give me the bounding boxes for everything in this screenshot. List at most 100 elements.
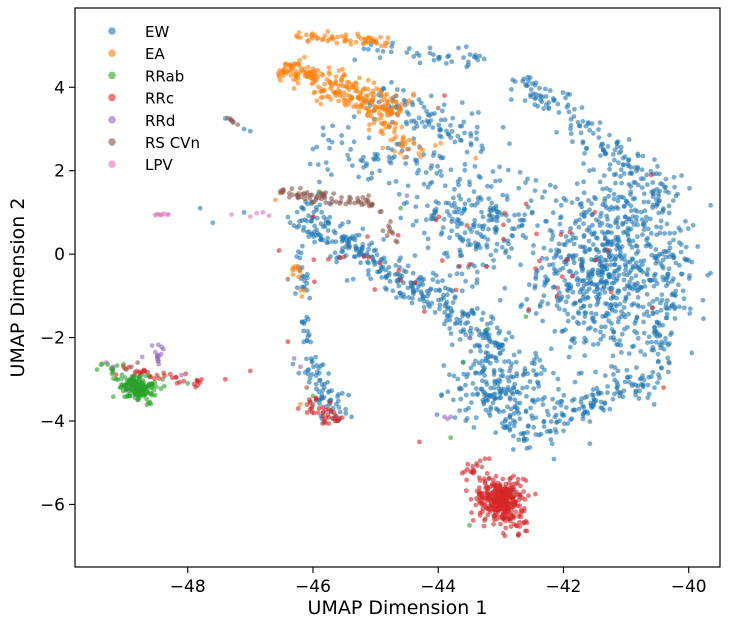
data-point-ew: [336, 405, 342, 410]
data-point-ew: [499, 368, 505, 374]
data-point-ew: [444, 128, 449, 134]
data-point-ea: [340, 66, 345, 72]
data-point-ew: [581, 179, 587, 185]
data-point-ea: [288, 72, 294, 78]
data-point-ew: [478, 175, 483, 181]
data-point-ea: [283, 71, 289, 76]
data-point-ew: [610, 152, 616, 157]
data-point-ew: [565, 288, 571, 294]
data-point-ew: [629, 245, 635, 250]
data-point-ea: [342, 39, 347, 45]
data-point-ew: [602, 324, 608, 330]
data-point-rrc: [372, 287, 378, 292]
data-point-rrc: [412, 280, 418, 285]
data-point-ew: [594, 283, 599, 289]
data-point-ew: [582, 310, 588, 316]
data-point-ew: [609, 286, 615, 291]
data-point-ew: [468, 349, 474, 354]
data-point-ew: [521, 430, 527, 436]
data-point-ew: [389, 155, 395, 161]
data-point-rrc: [183, 371, 189, 377]
data-point-ew: [510, 385, 516, 391]
data-point-ew: [434, 412, 440, 418]
data-point-ea: [296, 274, 301, 280]
data-point-ew: [580, 259, 585, 264]
data-point-ew: [620, 162, 626, 168]
data-point-rrc: [564, 257, 569, 262]
data-point-ew: [496, 330, 502, 336]
data-point-ew: [566, 281, 572, 287]
data-point-ew: [442, 321, 447, 327]
data-point-rrc: [313, 397, 319, 403]
data-point-ew: [498, 350, 503, 356]
data-point-ew: [491, 369, 497, 375]
data-point-ew: [620, 155, 626, 161]
data-point-ew: [481, 401, 487, 407]
data-point-ew: [312, 239, 317, 245]
data-point-ew: [459, 271, 465, 277]
data-point-ew: [640, 153, 646, 159]
data-point-ew: [619, 350, 624, 355]
data-point-ea: [353, 80, 359, 85]
data-point-ew: [671, 276, 676, 282]
data-point-ew: [562, 242, 568, 248]
data-point-rrc: [479, 502, 485, 507]
data-point-ew: [454, 271, 460, 277]
data-point-ew: [313, 373, 319, 378]
data-point-ew: [293, 291, 298, 296]
data-point-ew: [657, 230, 663, 236]
data-point-ew: [414, 194, 420, 200]
data-point-ea: [417, 145, 423, 151]
data-point-ew: [449, 342, 455, 348]
data-point-ew: [339, 140, 345, 146]
data-point-ea: [284, 63, 289, 68]
data-point-ea: [398, 143, 403, 148]
data-point-ew: [630, 238, 636, 244]
data-point-ea: [377, 104, 383, 110]
data-point-ew: [489, 200, 495, 206]
data-point-ew: [633, 392, 638, 398]
data-point-ea: [386, 122, 392, 128]
data-point-rrc: [504, 506, 510, 512]
data-point-ew: [569, 398, 575, 403]
data-point-ew: [535, 397, 541, 403]
data-point-ew: [491, 385, 497, 391]
data-point-rrc: [457, 263, 462, 269]
data-point-ew: [568, 122, 574, 128]
data-point-ew: [533, 80, 539, 86]
data-point-rrc: [173, 374, 179, 380]
data-point-ew: [247, 128, 253, 134]
data-point-ea: [327, 80, 333, 86]
data-point-ew: [452, 321, 458, 326]
data-point-ew: [437, 287, 442, 293]
data-point-ew: [445, 254, 451, 259]
data-point-ew: [425, 236, 431, 242]
data-point-ew: [500, 342, 506, 348]
data-point-ew: [366, 135, 372, 141]
data-point-rrd: [103, 360, 109, 365]
data-point-ew: [343, 411, 349, 416]
data-point-ew: [628, 268, 634, 273]
data-point-ew: [540, 318, 546, 324]
data-point-ew: [653, 171, 659, 177]
data-point-ew: [581, 190, 587, 196]
data-point-ew: [462, 206, 467, 212]
data-point-ea: [394, 100, 399, 105]
data-point-ea: [305, 64, 311, 70]
data-point-ew: [633, 388, 639, 394]
data-point-ew: [568, 226, 573, 231]
data-point-ea: [280, 73, 286, 79]
data-point-ew: [579, 396, 584, 401]
data-point-ew: [546, 412, 551, 418]
data-point-ea: [331, 36, 336, 42]
data-point-ew: [416, 53, 422, 58]
data-point-ew: [460, 288, 465, 294]
data-point-ew: [304, 356, 309, 362]
data-point-ew: [654, 281, 660, 286]
data-point-ea: [393, 121, 399, 127]
data-point-ew: [672, 306, 678, 312]
data-point-rrab: [131, 387, 137, 393]
data-point-ew: [482, 373, 487, 378]
data-point-ew: [544, 256, 550, 262]
x-tick-label: −42: [546, 577, 582, 597]
